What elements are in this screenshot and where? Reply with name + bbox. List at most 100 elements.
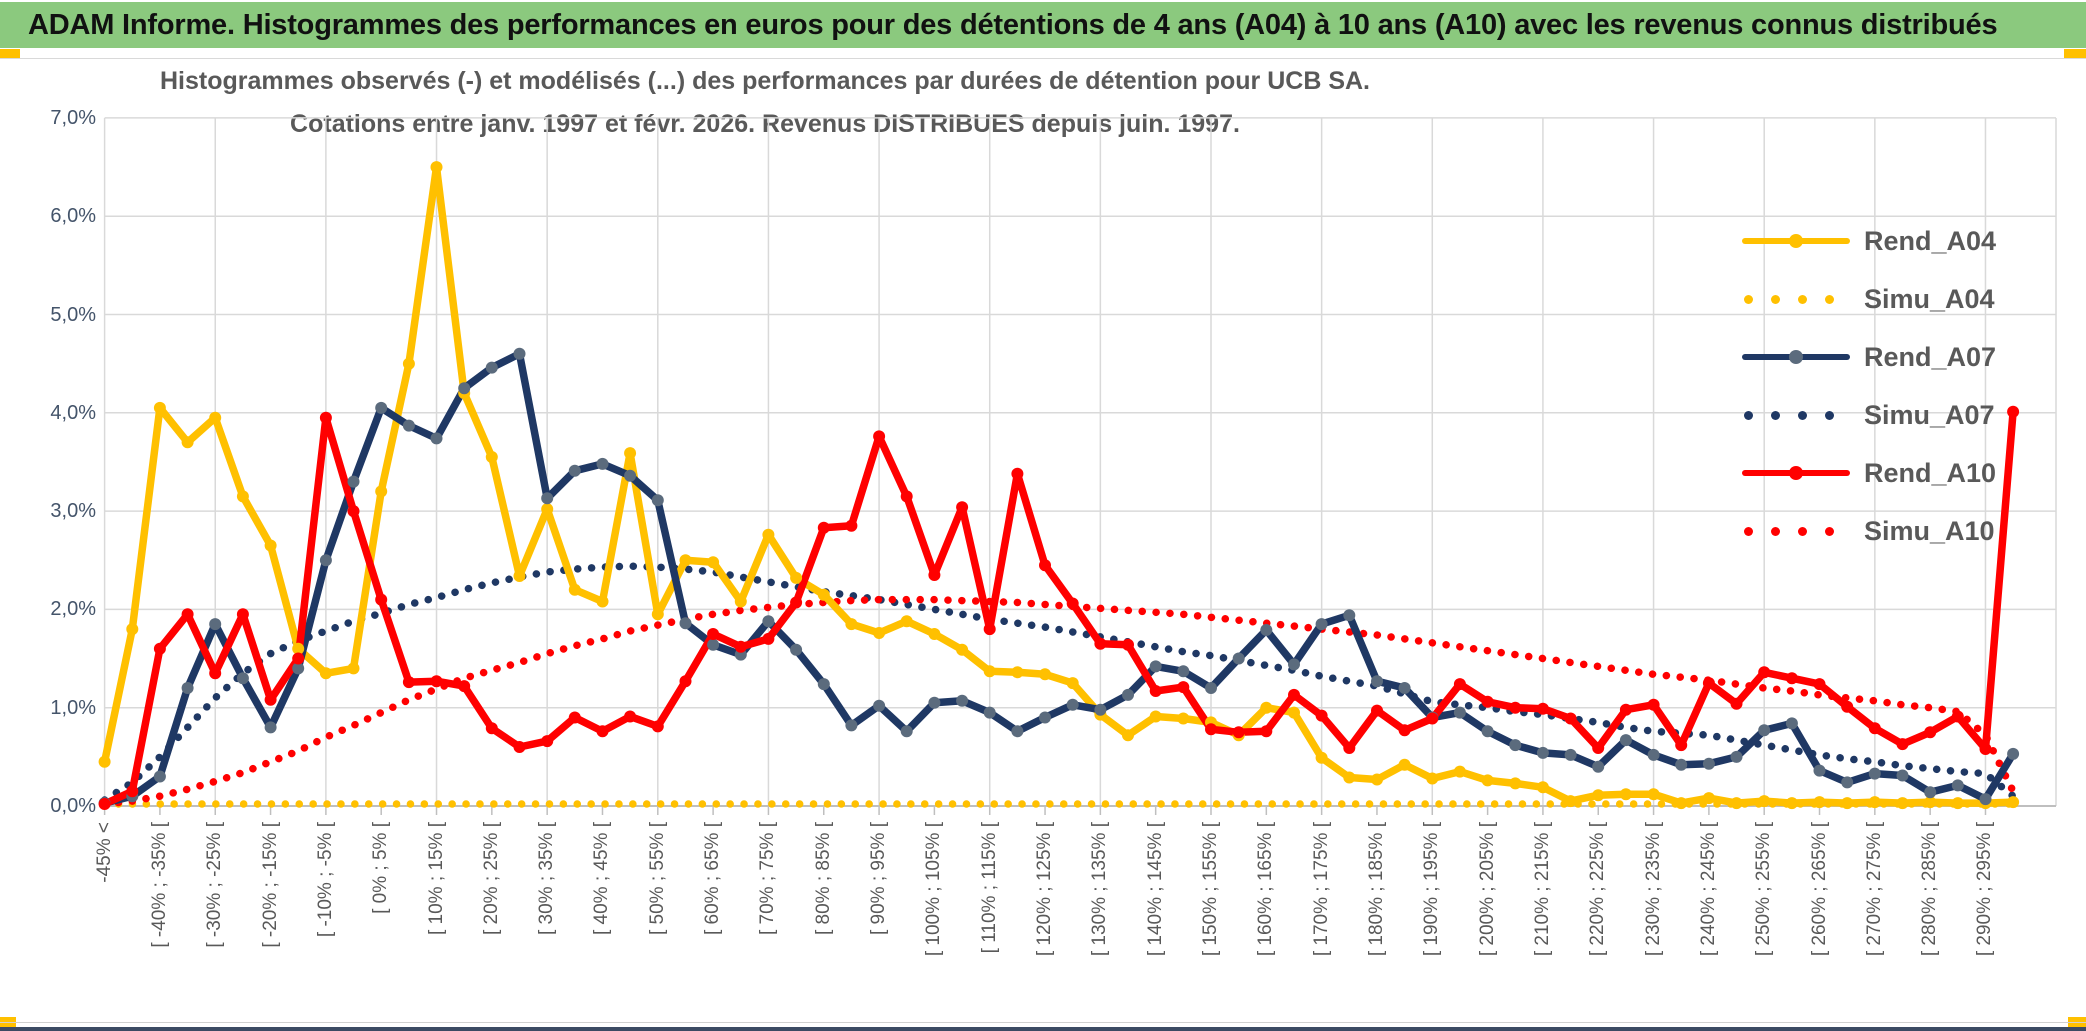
marker-Rend_A10 bbox=[1536, 702, 1549, 715]
series-Simu_A10 bbox=[100, 595, 2017, 808]
marker-Rend_A10 bbox=[1426, 712, 1439, 725]
series-Rend_A04 bbox=[100, 163, 2017, 807]
marker-Rend_A07 bbox=[319, 554, 332, 567]
gold-accent-top-right bbox=[2064, 49, 2086, 58]
marker-Rend_A07 bbox=[375, 401, 388, 414]
x-axis-category-label: [ 30% ; 35% [ bbox=[536, 822, 558, 936]
marker-Rend_A10 bbox=[181, 608, 194, 621]
legend-item-rend-a04[interactable]: Rend_A04 bbox=[1742, 212, 1996, 270]
marker-Rend_A07 bbox=[1260, 624, 1273, 636]
marker-Rend_A04 bbox=[1426, 772, 1439, 785]
gold-accent-top-left bbox=[0, 49, 20, 58]
marker-Rend_A07 bbox=[1564, 748, 1577, 761]
legend-item-simu-a10[interactable]: Simu_A10 bbox=[1742, 502, 1996, 560]
marker-Rend_A07 bbox=[1647, 748, 1660, 761]
marker-Rend_A10 bbox=[817, 521, 830, 534]
marker-Rend_A07 bbox=[1702, 757, 1715, 770]
marker-Rend_A10 bbox=[1205, 723, 1217, 736]
marker-Rend_A10 bbox=[236, 608, 249, 621]
marker-Rend_A10 bbox=[762, 632, 775, 645]
marker-Rend_A10 bbox=[1343, 742, 1356, 754]
panel-top-border bbox=[0, 58, 2086, 59]
marker-Rend_A04 bbox=[1011, 666, 1024, 679]
marker-Rend_A07 bbox=[817, 678, 830, 691]
marker-Rend_A07 bbox=[402, 419, 415, 432]
marker-Rend_A04 bbox=[624, 447, 637, 460]
marker-Rend_A07 bbox=[1453, 706, 1466, 719]
y-axis-tick-label: 1,0% bbox=[50, 696, 96, 719]
marker-Rend_A10 bbox=[2007, 405, 2020, 418]
marker-Rend_A04 bbox=[596, 595, 609, 608]
marker-Rend_A04 bbox=[126, 623, 139, 636]
marker-Rend_A10 bbox=[1177, 681, 1190, 694]
marker-Rend_A07 bbox=[1841, 776, 1854, 789]
legend-item-simu-a04[interactable]: Simu_A04 bbox=[1742, 270, 1996, 328]
marker-Rend_A10 bbox=[568, 711, 581, 724]
marker-Rend_A10 bbox=[1481, 695, 1494, 708]
x-axis-category-label: [ 40% ; 45% [ bbox=[591, 822, 613, 936]
x-axis-category-label: [ 0% ; 5% [ bbox=[370, 822, 392, 914]
chart-title-line-2: Cotations entre janv. 1997 et févr. 2026… bbox=[290, 110, 1240, 138]
marker-Rend_A04 bbox=[1924, 796, 1937, 809]
marker-Rend_A04 bbox=[762, 528, 775, 541]
marker-Rend_A07 bbox=[1619, 734, 1632, 747]
marker-Rend_A04 bbox=[347, 662, 360, 675]
marker-Rend_A10 bbox=[153, 642, 166, 655]
x-axis-category-label: [ 70% ; 75% [ bbox=[757, 822, 779, 936]
marker-Rend_A07 bbox=[181, 682, 194, 694]
marker-Rend_A04 bbox=[513, 570, 526, 582]
marker-Rend_A04 bbox=[264, 539, 277, 552]
marker-Rend_A07 bbox=[1343, 609, 1356, 622]
report-title: ADAM Informe. Histogrammes des performan… bbox=[28, 8, 1998, 41]
x-axis-category-label: [ 140% ; 145% [ bbox=[1144, 822, 1166, 957]
legend-item-simu-a07[interactable]: Simu_A07 bbox=[1742, 386, 1996, 444]
legend-item-rend-a10[interactable]: Rend_A10 bbox=[1742, 444, 1996, 502]
marker-Rend_A07 bbox=[707, 638, 720, 651]
marker-Rend_A07 bbox=[1232, 652, 1245, 665]
marker-Rend_A10 bbox=[1647, 698, 1660, 711]
marker-Rend_A07 bbox=[1868, 767, 1881, 780]
marker-Rend_A10 bbox=[1509, 701, 1522, 714]
marker-Rend_A07 bbox=[762, 615, 775, 628]
marker-Rend_A04 bbox=[1564, 795, 1577, 808]
y-axis-tick-label: 6,0% bbox=[50, 205, 96, 228]
marker-Rend_A04 bbox=[1453, 765, 1466, 778]
marker-Rend_A04 bbox=[900, 615, 913, 628]
marker-Rend_A10 bbox=[873, 430, 886, 443]
marker-Rend_A10 bbox=[1260, 725, 1273, 738]
x-axis-category-label: [ 200% ; 205% [ bbox=[1476, 822, 1498, 957]
x-axis-category-label: [ -20% ; -15% [ bbox=[259, 822, 281, 948]
series-Simu_A07 bbox=[100, 562, 2017, 804]
marker-Rend_A07 bbox=[1509, 739, 1522, 752]
marker-Rend_A10 bbox=[1785, 672, 1798, 685]
y-axis-tick-label: 3,0% bbox=[50, 500, 96, 523]
marker-Rend_A04 bbox=[1536, 781, 1549, 794]
x-axis-category-label: [ 240% ; 245% [ bbox=[1697, 822, 1719, 957]
marker-Rend_A04 bbox=[1315, 751, 1328, 764]
x-axis-category-label: [ -40% ; -35% [ bbox=[148, 822, 170, 948]
simu-a07-dotted-icon bbox=[1742, 407, 1850, 423]
x-axis-category-label: -45% < bbox=[93, 822, 115, 883]
marker-Rend_A04 bbox=[153, 401, 166, 414]
marker-Rend_A07 bbox=[1813, 764, 1826, 777]
simu-a04-dotted-icon bbox=[1742, 291, 1850, 307]
marker-Rend_A04 bbox=[2007, 796, 2020, 809]
marker-Rend_A10 bbox=[292, 652, 305, 665]
marker-Rend_A04 bbox=[375, 485, 388, 498]
marker-Rend_A10 bbox=[264, 693, 277, 706]
x-axis-category-label: [ 180% ; 185% [ bbox=[1365, 822, 1387, 957]
marker-Rend_A07 bbox=[458, 382, 471, 395]
marker-Rend_A07 bbox=[485, 361, 498, 374]
x-axis-category-label: [ 290% ; 295% [ bbox=[1974, 822, 1996, 957]
marker-Rend_A07 bbox=[1785, 717, 1798, 730]
marker-Rend_A10 bbox=[1841, 700, 1854, 713]
marker-Rend_A10 bbox=[375, 593, 388, 606]
rend-a07-line-icon bbox=[1742, 349, 1850, 365]
marker-Rend_A04 bbox=[1122, 729, 1134, 742]
marker-Rend_A10 bbox=[1564, 712, 1577, 725]
legend-item-rend-a07[interactable]: Rend_A07 bbox=[1742, 328, 1996, 386]
marker-Rend_A10 bbox=[1702, 677, 1715, 690]
x-axis-category-label: [ 260% ; 265% [ bbox=[1808, 822, 1830, 957]
marker-Rend_A10 bbox=[1315, 709, 1328, 722]
